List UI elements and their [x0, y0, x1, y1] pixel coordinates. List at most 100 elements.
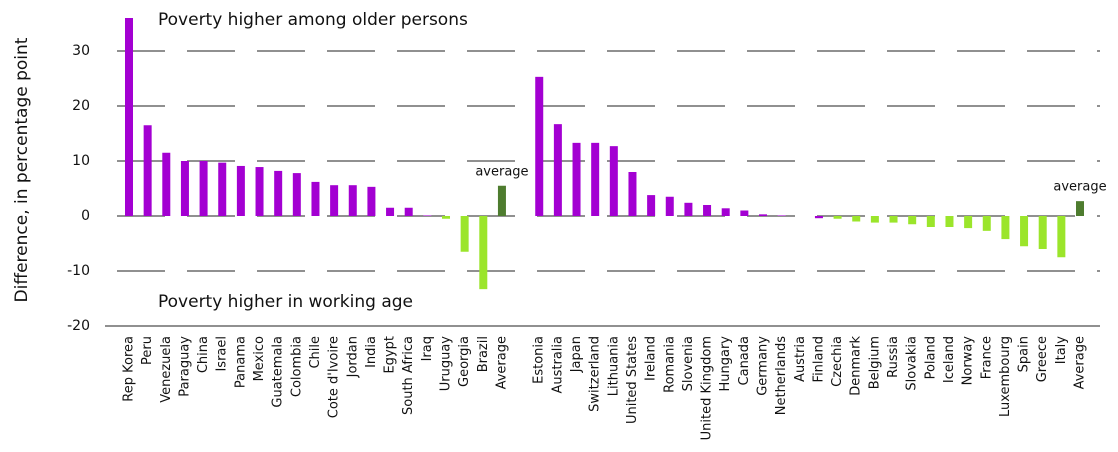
x-tick-label: Denmark: [849, 336, 864, 396]
x-tick-label: Mexico: [252, 336, 267, 381]
x-tick-label: Italy: [1054, 336, 1069, 365]
bar: [665, 196, 674, 216]
bar: [1020, 216, 1029, 247]
bar: [721, 208, 730, 216]
bar: [311, 181, 320, 216]
x-tick-label: Cote d'Ivoire: [327, 336, 342, 418]
annotation: Poverty higher in working age: [158, 292, 413, 312]
y-tick-label: 30: [72, 43, 90, 59]
x-tick-label: Jordan: [345, 336, 360, 378]
y-tick-label: 10: [72, 153, 90, 169]
x-tick-label: Guatemala: [271, 336, 286, 408]
bar: [292, 173, 301, 216]
x-tick-label: Venezuela: [159, 336, 174, 403]
x-tick-label: Colombia: [289, 336, 304, 397]
bar: [982, 216, 991, 231]
y-tick-label: -10: [67, 263, 90, 279]
x-tick-label: Lithuania: [606, 336, 621, 396]
bar: [703, 205, 712, 216]
bar: [572, 142, 581, 216]
x-tick-label: Egypt: [383, 336, 398, 374]
bar: [684, 202, 693, 216]
bar: [423, 215, 432, 216]
bar: [218, 162, 227, 216]
x-tick-label: Australia: [550, 336, 565, 394]
bar: [162, 152, 171, 216]
x-tick-label: China: [196, 336, 211, 373]
x-tick-label: Hungary: [718, 336, 733, 392]
bar: [870, 216, 879, 223]
x-tick-label: Russia: [886, 336, 901, 378]
x-tick-label: Slovenia: [681, 336, 696, 391]
x-tick-label: Norway: [961, 336, 976, 386]
x-tick-label: Luxembourg: [998, 336, 1013, 417]
bar: [833, 216, 842, 219]
x-tick-label: Austria: [793, 336, 808, 382]
x-tick-label: Ireland: [644, 336, 659, 381]
bar: [1076, 201, 1084, 216]
y-tick-label: 0: [81, 208, 90, 224]
x-tick-label: Peru: [140, 336, 155, 365]
x-tick-label: Paraguay: [177, 336, 192, 397]
x-tick-label: Panama: [233, 336, 248, 388]
bar: [609, 146, 618, 216]
bar: [908, 216, 917, 225]
x-tick-label: Average: [1073, 336, 1088, 389]
bar: [535, 76, 544, 216]
annotation: average: [475, 164, 528, 179]
bar: [964, 216, 973, 229]
bar: [1001, 216, 1010, 240]
x-tick-label: Rep Korea: [122, 336, 137, 402]
x-tick-label: Japan: [569, 336, 584, 373]
annotation: Poverty higher among older persons: [158, 10, 468, 30]
x-tick-label: Romania: [662, 336, 677, 393]
bar: [553, 124, 562, 216]
bar: [591, 142, 600, 216]
x-tick-label: Spain: [1017, 336, 1032, 372]
bar: [759, 214, 767, 216]
bar: [442, 216, 450, 219]
x-tick-label: Greece: [1035, 336, 1050, 382]
x-tick-label: Iraq: [420, 336, 435, 361]
y-tick-label: -20: [67, 318, 90, 334]
x-tick-label: Average: [494, 336, 509, 389]
bar: [852, 216, 861, 222]
bar: [1057, 216, 1066, 258]
bar: [386, 207, 395, 216]
x-tick-label: Uruguay: [439, 336, 454, 392]
bar: [1038, 216, 1047, 249]
x-tick-label: Estonia: [532, 336, 547, 384]
x-tick-label: United States: [625, 336, 640, 424]
x-tick-label: Poland: [923, 336, 938, 379]
x-tick-label: Israel: [215, 336, 230, 372]
x-tick-label: France: [979, 336, 994, 379]
x-tick-label: Georgia: [457, 336, 472, 387]
bar: [143, 125, 152, 216]
bar: [497, 185, 506, 216]
x-tick-label: South Africa: [401, 336, 416, 415]
bar: [180, 161, 189, 216]
bar: [199, 161, 208, 216]
bar: [236, 165, 245, 216]
x-tick-label: India: [364, 336, 379, 368]
x-tick-label: Canada: [737, 336, 752, 385]
x-tick-label: Chile: [308, 336, 323, 369]
x-tick-label: Netherlands: [774, 336, 789, 415]
bar: [479, 216, 488, 290]
bar: [255, 167, 264, 216]
bar: [945, 216, 954, 227]
x-tick-label: United Kingdom: [700, 336, 715, 440]
bar: [740, 210, 749, 216]
bar: [460, 216, 469, 252]
x-tick-label: Finland: [811, 336, 826, 382]
bar: [367, 186, 376, 216]
bar: [814, 216, 823, 219]
x-tick-label: Czechia: [830, 336, 845, 387]
x-tick-label: Iceland: [942, 336, 957, 383]
bar: [628, 172, 637, 216]
x-tick-label: Switzerland: [588, 336, 603, 412]
bar: [889, 216, 898, 223]
bar: [330, 185, 339, 216]
bar: [926, 216, 935, 227]
